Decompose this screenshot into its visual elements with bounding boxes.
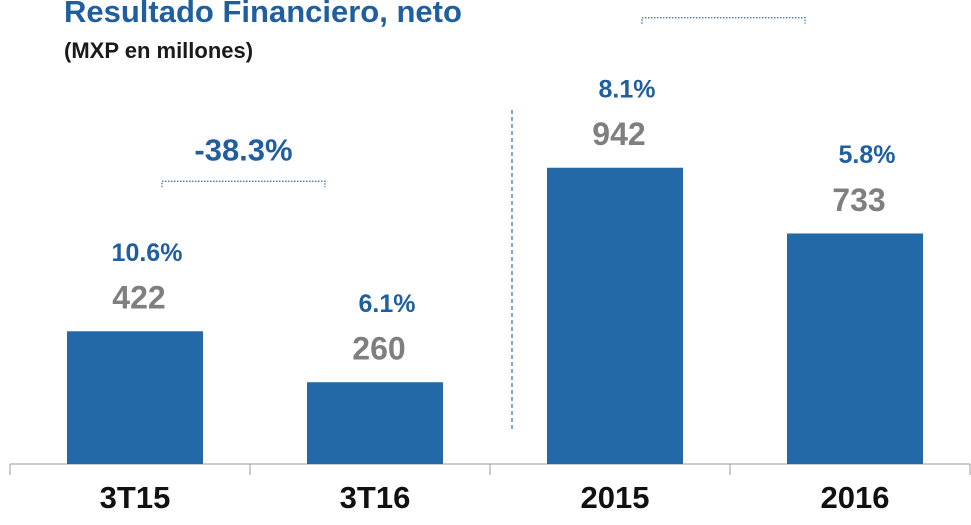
value-label: 260 xyxy=(352,331,405,367)
change-bracket xyxy=(641,17,806,24)
margin-label: 8.1% xyxy=(599,75,656,103)
x-tick-label: 3T15 xyxy=(100,480,171,515)
chart-subtitle: (MXP en millones) xyxy=(64,38,253,63)
x-tick-label: 2015 xyxy=(581,480,650,515)
change-bracket xyxy=(161,180,326,188)
value-label: 942 xyxy=(592,116,645,152)
bar xyxy=(547,167,683,464)
x-tick-label: 2016 xyxy=(821,480,890,515)
margin-label: 5.8% xyxy=(839,141,896,169)
bar xyxy=(307,382,443,464)
bar xyxy=(787,233,923,464)
bar xyxy=(67,331,203,464)
margin-label: 10.6% xyxy=(112,239,183,267)
x-tick-label: 3T16 xyxy=(340,480,411,515)
change-label: -22.2% xyxy=(674,0,772,4)
margin-label: 6.1% xyxy=(359,290,416,318)
change-label: -38.3% xyxy=(194,132,292,167)
value-label: 422 xyxy=(112,280,165,316)
value-label: 733 xyxy=(832,182,885,218)
chart-title: Resultado Financiero, neto xyxy=(64,0,462,29)
